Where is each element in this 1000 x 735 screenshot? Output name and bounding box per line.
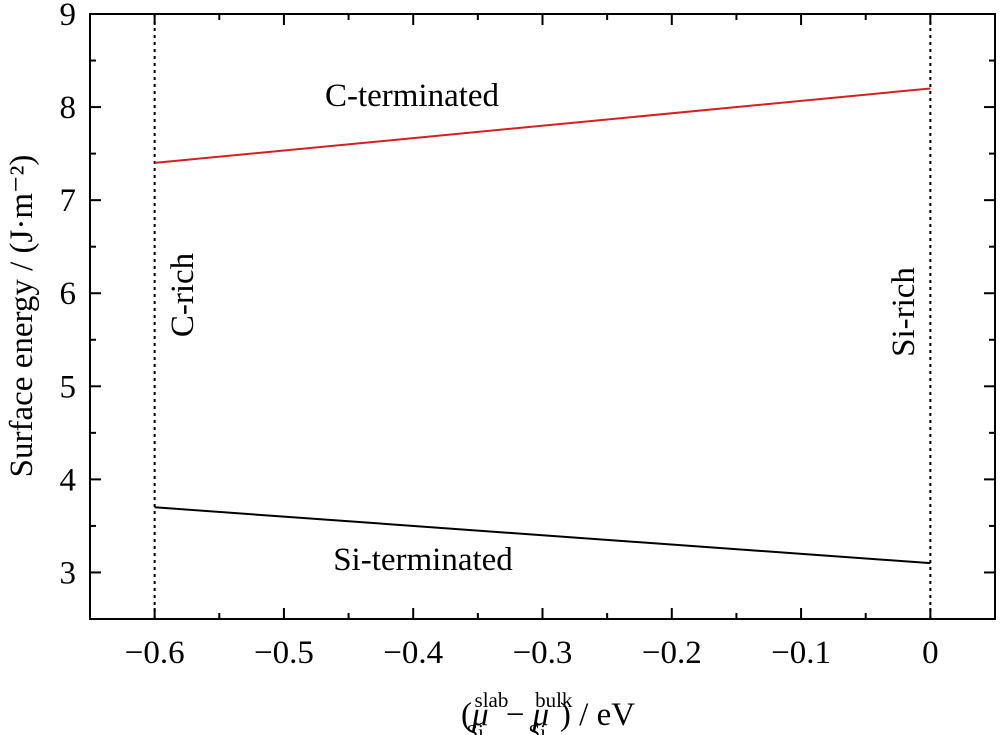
x-title-mu-bulk: μ bbox=[531, 697, 549, 733]
x-tick-label-3: −0.3 bbox=[513, 635, 573, 671]
x-title-minus: − bbox=[506, 697, 525, 733]
x-title-mu-slab: μ bbox=[471, 697, 489, 733]
y-axis-tick-labels: 3 4 5 6 7 8 9 bbox=[60, 0, 77, 591]
y-tick-label-2: 5 bbox=[60, 369, 77, 405]
x-axis-tick-labels: −0.6 −0.5 −0.4 −0.3 −0.2 −0.1 0 bbox=[125, 635, 939, 671]
x-title-si-sub-1: Si bbox=[466, 720, 484, 735]
vertical-boundary-lines bbox=[153, 14, 932, 619]
y-axis-ticks bbox=[90, 13, 995, 620]
y-tick-label-4: 7 bbox=[60, 183, 77, 219]
y-tick-label-1: 4 bbox=[60, 462, 77, 498]
x-axis-title: (μslab Si − μbulk Si) / eV bbox=[461, 688, 635, 735]
x-title-slab-sup: slab bbox=[475, 688, 509, 712]
region-label-c-rich: C-rich bbox=[165, 252, 201, 337]
x-title-bulk-sup: bulk bbox=[535, 688, 573, 712]
x-axis-ticks bbox=[89, 14, 996, 619]
series-label-c-terminated: C-terminated bbox=[325, 78, 500, 114]
series-lines bbox=[154, 87, 931, 565]
x-title-close: ) / eV bbox=[560, 697, 635, 733]
x-tick-label-2: −0.4 bbox=[383, 635, 443, 671]
y-tick-label-6: 9 bbox=[60, 0, 77, 33]
x-tick-label-1: −0.5 bbox=[254, 635, 314, 671]
plot-frame bbox=[89, 13, 996, 620]
y-tick-label-5: 8 bbox=[60, 90, 77, 126]
x-tick-label-0: −0.6 bbox=[125, 635, 185, 671]
series-label-si-terminated: Si-terminated bbox=[333, 542, 513, 578]
y-axis-title: Surface energy / (J·m⁻²) bbox=[4, 155, 40, 478]
y-tick-label-0: 3 bbox=[60, 555, 77, 591]
x-tick-label-4: −0.2 bbox=[642, 635, 702, 671]
x-title-si-sub-2: Si bbox=[528, 720, 546, 735]
region-label-si-rich: Si-rich bbox=[886, 267, 922, 357]
x-title-open: ( bbox=[461, 697, 472, 733]
x-tick-label-5: −0.1 bbox=[771, 635, 831, 671]
x-tick-label-6: 0 bbox=[922, 635, 939, 671]
series-line-1 bbox=[154, 506, 931, 565]
series-line-0 bbox=[154, 87, 931, 164]
y-tick-label-3: 6 bbox=[60, 276, 77, 312]
